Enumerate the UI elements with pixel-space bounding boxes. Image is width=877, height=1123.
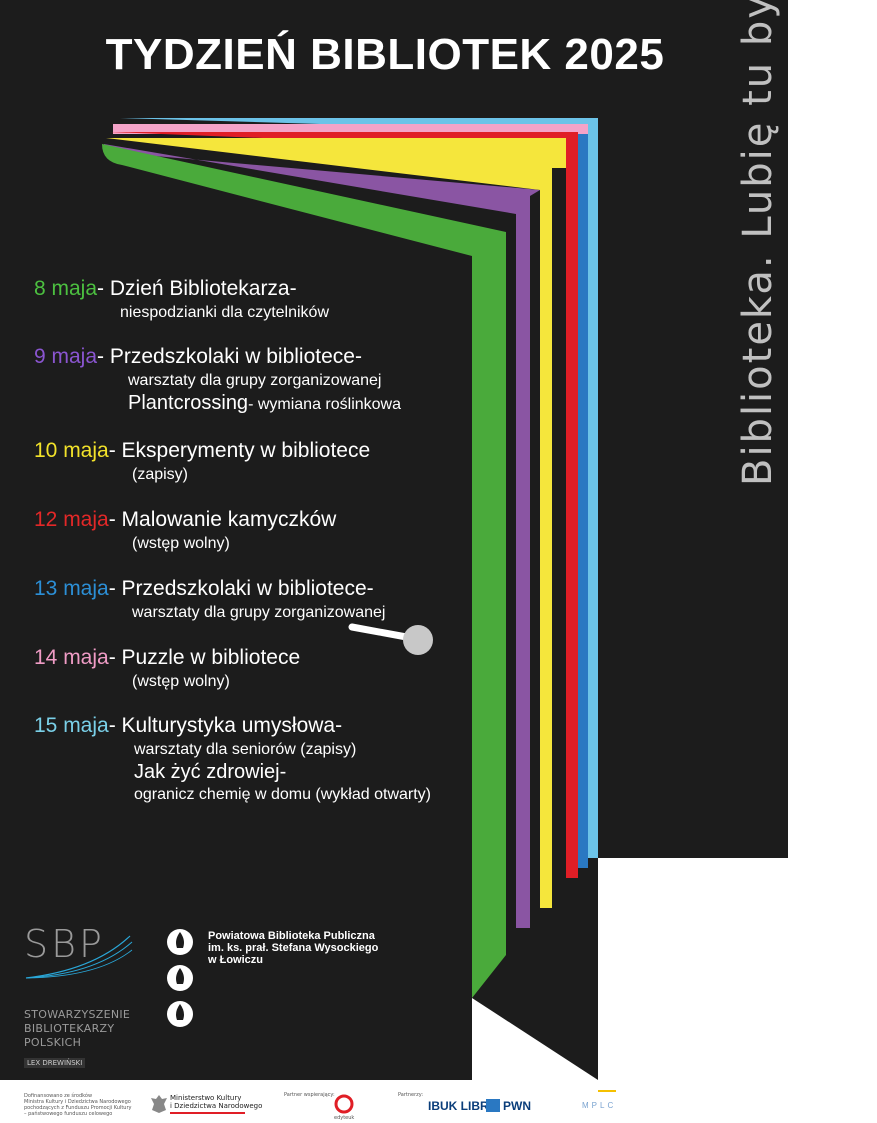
event-extra-detail: ogranicz chemię w domu (wykład otwarty) (134, 786, 431, 803)
pbp-line: w Łowiczu (208, 954, 263, 966)
event-title: - Malowanie kamyczków (108, 508, 337, 531)
pbp-name: Powiatowa Biblioteka Publiczna im. ks. p… (208, 930, 378, 966)
event-extra-title: Plantcrossing (128, 392, 249, 414)
event-date: 14 maja (34, 646, 109, 669)
event-date: 15 maja (34, 714, 109, 737)
sbp-name: STOWARZYSZENIE BIBLIOTEKARZY POLSKICH (24, 1008, 130, 1050)
event-title: - Kulturystyka umysłowa- (108, 714, 343, 737)
funding-line: pochodzących z Funduszu Promocji Kultury (24, 1105, 132, 1111)
event-9-maja: 9 maja- Przedszkolaki w bibliotece- wars… (34, 344, 401, 415)
event-title: - Dzień Bibliotekarza- (97, 277, 297, 300)
funding-line: – państwowego funduszu celowego (24, 1111, 113, 1117)
event-date: 12 maja (34, 508, 109, 531)
event-detail: niespodzianki dla czytelników (120, 304, 329, 321)
event-13-maja: 13 maja- Przedszkolaki w bibliotece- war… (34, 576, 385, 623)
sbp-logo: SBP STOWARZYSZENIE BIBLIOTEKARZY POLSKIC… (24, 922, 133, 1050)
funding-note: Dofinansowano ze środków Ministra Kultur… (24, 1093, 131, 1117)
funding-line: Dofinansowano ze środków (24, 1093, 93, 1099)
light-floor (598, 858, 788, 1080)
event-date: 10 maja (34, 439, 109, 462)
event-14-maja: 14 maja- Puzzle w bibliotece (wstęp woln… (34, 645, 300, 692)
footer (0, 1080, 877, 1123)
page-pink (113, 124, 588, 134)
mplc-accent (598, 1090, 616, 1092)
event-extra-detail: - wymiana roślinkowa (248, 396, 401, 413)
mplc-logo: MPLC (582, 1101, 617, 1110)
sbp-name-line: STOWARZYSZENIE (24, 1008, 131, 1021)
partner-name: edyteuk (334, 1115, 355, 1121)
ministry-line: i Dziedzictwa Narodowego (170, 1102, 263, 1110)
ministry-line: Ministerstwo Kultury (170, 1094, 242, 1102)
sbp-letters: SBP (24, 922, 105, 966)
event-date: 9 maja (34, 345, 98, 368)
door-handle-knob (403, 625, 433, 655)
page-green (102, 144, 506, 998)
event-15-maja: 15 maja- Kulturystyka umysłowa- warsztat… (34, 713, 431, 805)
sbp-name-line: BIBLIOTEKARZY (24, 1022, 115, 1035)
event-title: - Puzzle w bibliotece (108, 646, 301, 669)
event-detail: warsztaty dla grupy zorganizowanej (132, 604, 386, 621)
event-detail: warsztaty dla grupy zorganizowanej (128, 372, 382, 389)
sbp-name-line: POLSKICH (24, 1036, 82, 1049)
edyteuk-logo-icon (334, 1094, 354, 1114)
event-12-maja: 12 maja- Malowanie kamyczków (wstęp woln… (34, 507, 336, 554)
slogan: Biblioteka. Lubię tu być (735, 0, 781, 486)
event-10-maja: 10 maja- Eksperymenty w bibliotece (zapi… (34, 438, 370, 485)
door-handle-bar (348, 623, 416, 642)
pwn-book-icon (486, 1099, 500, 1112)
event-detail: (wstęp wolny) (132, 535, 230, 552)
event-date: 13 maja (34, 577, 109, 600)
partners-label: Partnerzy: (398, 1092, 424, 1098)
ibuk-logo: IBUK LIBRA (428, 1099, 498, 1113)
funding-line: Ministra Kultury i Dziedzictwa Narodoweg… (24, 1099, 131, 1105)
pbp-line: im. ks. prał. Stefana Wysockiego (208, 942, 379, 954)
pwn-logo: PWN (503, 1099, 531, 1113)
sbp-swoosh-icon (25, 935, 133, 979)
event-extra-title: Jak żyć zdrowiej- (134, 761, 287, 783)
poster-title: TYDZIEŃ BIBLIOTEK 2025 (105, 30, 665, 79)
event-8-maja: 8 maja- Dzień Bibliotekarza- niespodzian… (34, 276, 329, 323)
event-title: - Eksperymenty w bibliotece (108, 439, 371, 462)
lex-label: LEX DREWIŃSKI (24, 1058, 86, 1068)
event-title: - Przedszkolaki w bibliotece- (108, 577, 374, 600)
event-title: - Przedszkolaki w bibliotece- (97, 345, 362, 368)
event-detail: (zapisy) (132, 466, 189, 483)
pbp-emblem-icon (167, 929, 193, 1027)
ministry-underline (170, 1112, 245, 1114)
eagle-emblem-icon (151, 1095, 167, 1113)
light-beam (472, 998, 598, 1080)
partner-label: Partner wspierający: (284, 1092, 335, 1098)
ministry-name: Ministerstwo Kultury i Dziedzictwa Narod… (170, 1094, 262, 1110)
event-detail: (wstęp wolny) (132, 673, 230, 690)
pbp-line: Powiatowa Biblioteka Publiczna (208, 930, 375, 942)
event-detail: warsztaty dla seniorów (zapisy) (134, 741, 357, 758)
event-date: 8 maja (34, 277, 98, 300)
